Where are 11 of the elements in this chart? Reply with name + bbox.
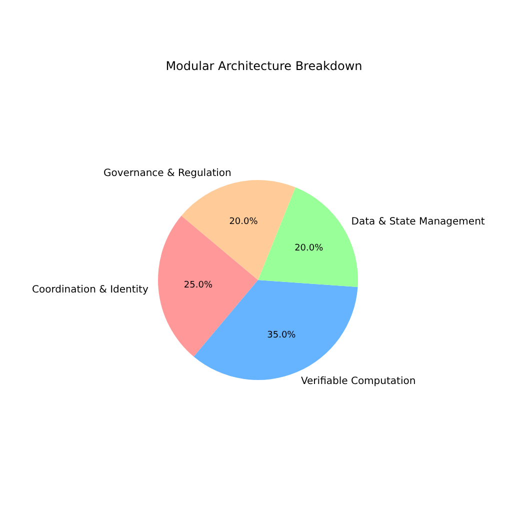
pie-slice xyxy=(181,180,296,280)
data-label: 20.0% xyxy=(294,244,324,254)
slice-label: Data & State Management xyxy=(351,216,485,228)
slice-label: Verifiable Computation xyxy=(300,376,416,387)
pie-slice xyxy=(158,216,258,357)
slice-label: Coordination & Identity xyxy=(32,284,148,296)
data-label: 25.0% xyxy=(184,280,213,291)
chart-title: Modular Architecture Breakdown xyxy=(166,59,362,73)
slice-label: Governance & Regulation xyxy=(104,168,232,179)
data-label: 35.0% xyxy=(267,330,296,341)
data-label: 20.0% xyxy=(229,217,258,228)
